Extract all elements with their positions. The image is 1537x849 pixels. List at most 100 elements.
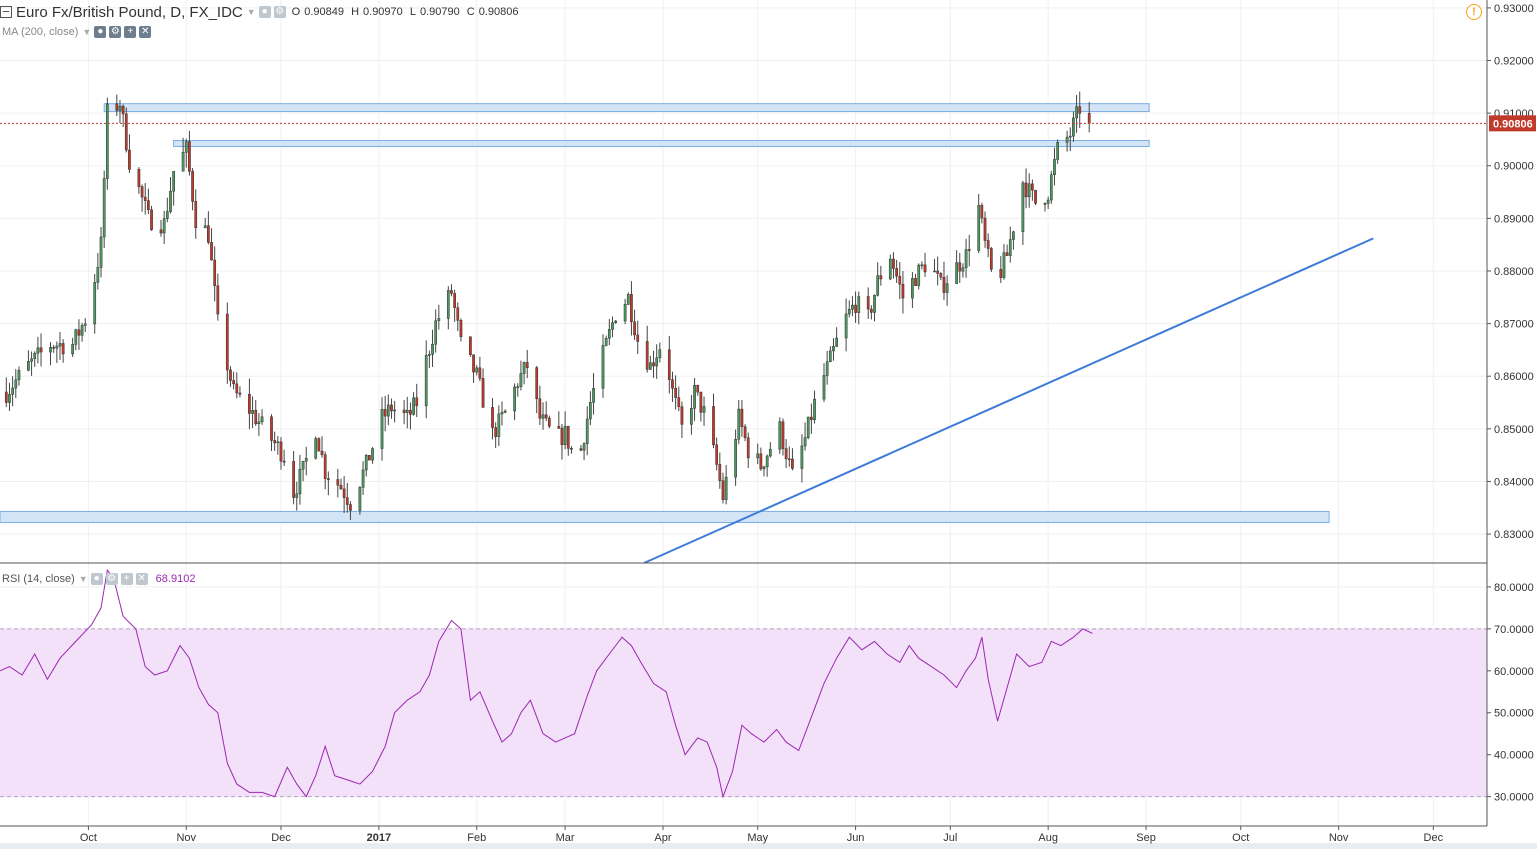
candle-body bbox=[14, 379, 18, 389]
ma-legend: MA (200, close) ▼ ● ⚙ + ✕ bbox=[2, 24, 152, 40]
chevron-down-icon[interactable]: ▼ bbox=[246, 7, 256, 17]
candle-body bbox=[1087, 113, 1091, 124]
last-price-label: 0.90806 bbox=[1493, 118, 1533, 130]
candle-body bbox=[1008, 239, 1012, 256]
candle-body bbox=[585, 418, 589, 444]
candle-body bbox=[238, 392, 242, 395]
candle-body bbox=[570, 448, 573, 450]
candle-body bbox=[1056, 142, 1059, 160]
alert-icon[interactable]: ! bbox=[1466, 4, 1482, 20]
candle-body bbox=[124, 113, 128, 151]
candle-body bbox=[1027, 183, 1031, 198]
x-tick-label: Aug bbox=[1038, 832, 1058, 844]
candle-body bbox=[879, 275, 883, 280]
close-icon[interactable]: ✕ bbox=[135, 573, 148, 585]
candle-body bbox=[169, 190, 172, 212]
symbol-title: Euro Fx/British Pound, D, FX_IDC bbox=[16, 3, 243, 21]
x-tick-label: Jul bbox=[943, 832, 957, 844]
candle-body bbox=[901, 283, 905, 299]
candle-body bbox=[390, 404, 393, 412]
chevron-down-icon[interactable]: ▼ bbox=[78, 574, 88, 584]
candle-body bbox=[746, 437, 750, 459]
candle-body bbox=[55, 345, 59, 349]
candle-body bbox=[611, 322, 614, 330]
rsi-y-tick-label: 80.0000 bbox=[1494, 582, 1534, 594]
candle-body bbox=[27, 361, 30, 371]
candle-body bbox=[213, 259, 217, 286]
candle-body bbox=[181, 152, 185, 172]
candle-body bbox=[71, 344, 74, 355]
candle-body bbox=[49, 347, 52, 353]
chevron-down-icon[interactable]: ▼ bbox=[82, 27, 92, 37]
candle-body bbox=[743, 426, 747, 439]
gear-icon[interactable]: ⚙ bbox=[105, 573, 118, 585]
candle-body bbox=[437, 318, 441, 321]
candle-body bbox=[475, 367, 479, 373]
bottom-bar bbox=[0, 843, 1537, 849]
close-icon[interactable]: ✕ bbox=[139, 26, 152, 38]
candle-body bbox=[336, 479, 340, 486]
eye-icon[interactable]: ● bbox=[258, 6, 271, 18]
candle-body bbox=[216, 285, 220, 315]
symbol-legend: Euro Fx/British Pound, D, FX_IDC ▼ ● ⚙ O… bbox=[0, 2, 523, 22]
candle-body bbox=[279, 441, 283, 462]
plus-icon[interactable]: + bbox=[124, 26, 137, 38]
plus-icon[interactable]: + bbox=[120, 573, 133, 585]
candle-body bbox=[323, 454, 327, 479]
candle-body bbox=[121, 105, 125, 115]
candle-body bbox=[945, 283, 949, 293]
candle-body bbox=[541, 414, 545, 419]
gear-icon[interactable]: ⚙ bbox=[109, 26, 122, 38]
candle-body bbox=[765, 455, 769, 468]
x-tick-label: Jun bbox=[847, 832, 865, 844]
price-scale bbox=[1487, 0, 1537, 826]
candle-body bbox=[525, 362, 529, 368]
candle-body bbox=[800, 445, 804, 469]
candle-body bbox=[989, 248, 993, 270]
candle-body bbox=[371, 448, 374, 461]
candle-body bbox=[74, 329, 78, 345]
eye-icon[interactable]: ● bbox=[90, 573, 103, 585]
candle-body bbox=[844, 313, 848, 339]
candle-body bbox=[96, 267, 100, 283]
candle-body bbox=[301, 461, 305, 470]
candle-body bbox=[282, 460, 286, 463]
candle-body bbox=[364, 455, 368, 471]
candle-body bbox=[140, 186, 144, 198]
candle-body bbox=[147, 200, 150, 211]
candle-body bbox=[380, 409, 384, 449]
candle-body bbox=[645, 341, 649, 370]
y-tick-label: 0.92000 bbox=[1494, 56, 1534, 68]
candle-body bbox=[999, 269, 1003, 278]
candle-body bbox=[538, 398, 542, 419]
collapse-icon[interactable] bbox=[0, 6, 12, 18]
candle-body bbox=[172, 170, 175, 192]
x-tick-label: May bbox=[747, 832, 768, 844]
candle-body bbox=[955, 262, 958, 284]
close-label: C bbox=[466, 6, 475, 18]
high-value: 0.90970 bbox=[363, 6, 403, 18]
candle-body bbox=[522, 362, 526, 374]
candle-body bbox=[80, 325, 84, 336]
candle-body bbox=[1075, 106, 1078, 119]
candle-body bbox=[986, 240, 990, 249]
candle-body bbox=[702, 406, 706, 413]
gear-icon[interactable]: ⚙ bbox=[273, 6, 286, 18]
x-tick-label: Nov bbox=[1329, 832, 1349, 844]
candle-body bbox=[207, 225, 210, 243]
candle-body bbox=[677, 397, 681, 407]
candle-body bbox=[604, 338, 608, 346]
candle-body bbox=[159, 229, 163, 234]
trendline bbox=[643, 237, 1374, 564]
eye-icon[interactable]: ● bbox=[94, 26, 107, 38]
candle-body bbox=[866, 296, 870, 310]
candle-body bbox=[276, 441, 280, 444]
candle-body bbox=[1005, 252, 1009, 256]
candle-body bbox=[787, 458, 791, 461]
candle-body bbox=[923, 264, 927, 273]
candle-body bbox=[203, 225, 207, 229]
rsi-y-tick-label: 40.0000 bbox=[1494, 750, 1534, 762]
candle-body bbox=[304, 458, 308, 462]
candle-body bbox=[409, 409, 412, 415]
